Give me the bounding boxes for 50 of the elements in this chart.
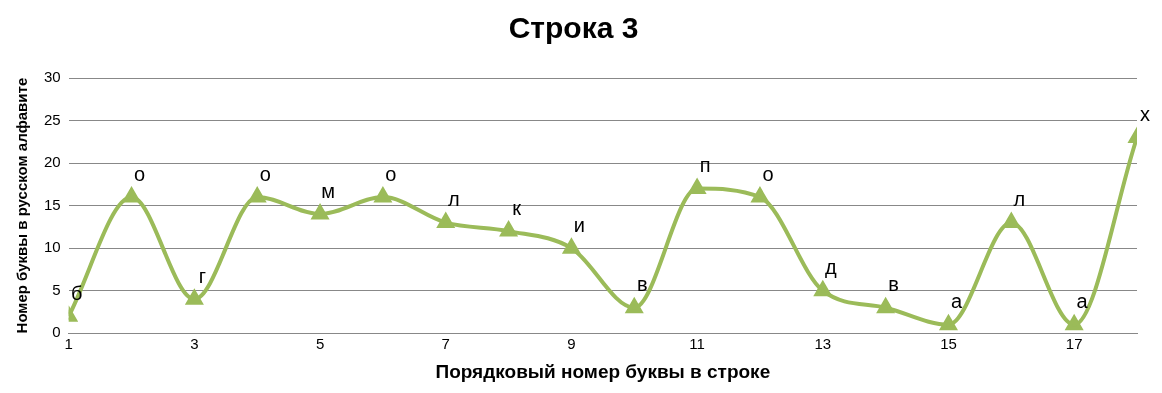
annotation: а (1076, 290, 1089, 313)
x-tick-label: 13 (814, 335, 832, 353)
point (688, 177, 707, 195)
point (186, 290, 203, 305)
x-tick-label: 5 (315, 335, 325, 353)
annotation: х (1140, 103, 1150, 126)
x-tick-label: 7 (441, 335, 450, 353)
point (311, 205, 329, 220)
point (563, 239, 580, 254)
y-tick-label: 5 (52, 280, 61, 298)
x-tick-label: 11 (689, 335, 705, 353)
annotation: о (133, 162, 146, 185)
x-tick-label: 3 (190, 335, 199, 353)
annotation: г (198, 264, 207, 287)
annotation: д (824, 256, 837, 279)
point (123, 188, 140, 203)
point (249, 188, 266, 203)
annotation: к (512, 196, 522, 219)
annotation: а (950, 290, 963, 313)
x-tick-label: 15 (940, 335, 957, 353)
annotation: л (447, 188, 460, 211)
point (939, 313, 958, 331)
y-tick-label: 30 (44, 68, 61, 86)
annotation: м (321, 179, 335, 202)
y-tick-label: 10 (44, 238, 61, 256)
y-axis-title: Номер буквы в русском алфавите (13, 77, 31, 334)
point (374, 188, 391, 203)
x-tick-label: 9 (567, 335, 576, 353)
x-tick-label: 17 (1065, 335, 1083, 353)
annotation: о (259, 162, 271, 185)
point (876, 296, 895, 314)
point (500, 222, 517, 237)
y-tick-label: 20 (44, 153, 61, 171)
x-axis-title: Порядковый номер буквы в строке (435, 360, 771, 382)
annotation: б (70, 281, 83, 304)
annotation: л (1013, 188, 1026, 211)
annotation: в (636, 273, 648, 296)
annotation: о (762, 162, 774, 185)
y-tick-label: 25 (44, 110, 61, 128)
point (813, 279, 831, 297)
annotation: в (888, 273, 899, 296)
chart-title: Строка 3 (508, 11, 639, 45)
x-tick-label: 1 (64, 335, 73, 353)
y-tick-label: 15 (44, 195, 61, 213)
annotation: и (573, 213, 586, 236)
annotation: о (385, 162, 397, 185)
point (751, 188, 769, 203)
point (1003, 211, 1020, 229)
annotation: п (699, 154, 711, 177)
y-tick-label: 0 (52, 323, 61, 341)
